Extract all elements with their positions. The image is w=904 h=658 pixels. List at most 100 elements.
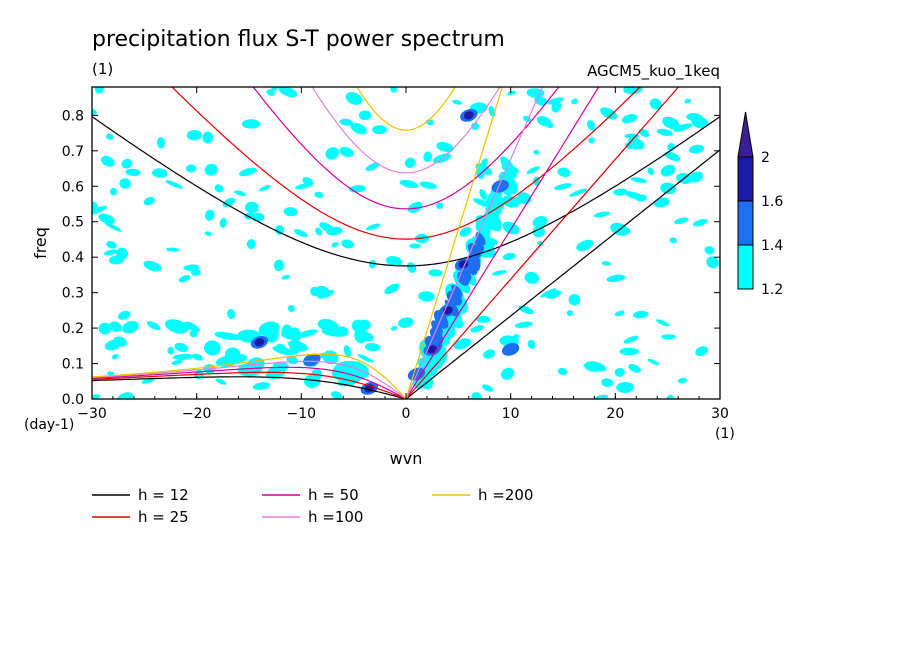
x-tick-label: 0 — [402, 406, 411, 422]
colorbar-label: 1.6 — [761, 194, 783, 210]
power-speckle — [518, 305, 534, 315]
power-speckle — [533, 149, 540, 155]
power-speckle — [614, 367, 625, 377]
power-speckle — [183, 264, 200, 271]
power-speckle — [357, 354, 374, 363]
power-speckle — [106, 240, 117, 249]
power-speckle — [653, 197, 670, 208]
power-speckle — [704, 246, 715, 255]
power-speckle — [669, 237, 678, 244]
power-speckle — [480, 158, 488, 169]
power-speckle — [385, 255, 403, 267]
x-axis: −30 −20 −10 0 10 20 30 — [77, 87, 729, 422]
power-speckle — [302, 177, 314, 186]
power-speckle — [117, 310, 131, 320]
power-speckle — [459, 227, 472, 237]
power-speckle — [141, 377, 155, 384]
power-speckle — [638, 128, 650, 138]
rossby-curve-h12 — [92, 376, 407, 399]
power-speckle — [614, 310, 625, 317]
power-speckle — [98, 213, 115, 225]
power-speckle — [692, 218, 708, 227]
power-region — [272, 361, 289, 372]
power-speckle — [350, 123, 367, 135]
power-speckle — [453, 338, 472, 350]
power-speckle — [166, 247, 180, 252]
kelvin-curve-h12 — [405, 149, 720, 399]
power-speckle — [399, 179, 419, 189]
x-tick-label: −20 — [182, 406, 212, 422]
kelvin-ridge-core — [474, 244, 485, 254]
legend-label: h =100 — [308, 508, 363, 526]
y-tick-label: 0.3 — [62, 286, 84, 302]
power-speckle — [341, 239, 354, 249]
power-speckle — [111, 353, 119, 360]
power-speckle — [219, 217, 227, 228]
power-speckle — [406, 262, 417, 273]
power-speckle — [588, 137, 595, 144]
power-speckle — [330, 391, 343, 399]
power-speckle — [586, 120, 596, 131]
power-speckle — [109, 321, 122, 332]
power-speckle — [482, 384, 494, 392]
power-speckle — [319, 222, 335, 234]
power-speckle — [252, 212, 265, 222]
y-tick-label: 0.1 — [62, 357, 84, 373]
kelvin-curve-h200 — [405, 87, 503, 399]
chart-title: precipitation flux S-T power spectrum — [92, 27, 505, 52]
x-unit-label: (1) — [715, 426, 735, 442]
power-speckle — [656, 319, 670, 327]
kelvin-ridge — [486, 199, 501, 214]
x-axis-label: wvn — [390, 449, 423, 468]
power-region — [296, 329, 318, 338]
chart-subtitle: (1) — [92, 60, 113, 78]
y-axis-label: freq — [31, 227, 50, 259]
power-speckle — [404, 157, 416, 168]
power-speckle — [104, 222, 122, 232]
rossby-curve-h25 — [92, 371, 407, 399]
power-speckle — [245, 201, 259, 214]
power-speckle — [409, 243, 421, 249]
power-speckle — [110, 187, 118, 196]
power-speckle — [190, 268, 201, 276]
power-speckle — [343, 345, 352, 357]
power-speckle — [630, 177, 647, 183]
power-speckle — [428, 269, 443, 277]
power-speckle — [94, 87, 104, 94]
power-speckle — [623, 87, 643, 95]
power-speckle — [246, 239, 256, 250]
kelvin-ridge — [475, 215, 492, 234]
power-speckle — [171, 359, 183, 365]
power-speckle — [113, 336, 127, 347]
power-speckle — [624, 133, 640, 139]
power-speckle — [364, 343, 381, 352]
power-speckle — [632, 310, 649, 319]
power-speckle — [436, 142, 454, 153]
power-speckle — [532, 226, 545, 238]
power-region — [164, 319, 189, 334]
x-tick-label: −30 — [77, 406, 107, 422]
power-speckle — [258, 185, 271, 192]
y-tick-label: 0.5 — [62, 215, 84, 231]
power-speckle — [204, 163, 218, 176]
power-speckle — [695, 346, 709, 356]
power-speckle — [345, 92, 363, 105]
power-speckle — [397, 317, 414, 328]
rossby-curve-h50 — [92, 366, 407, 399]
x-tick-label: 20 — [606, 406, 624, 422]
power-speckle — [252, 382, 271, 390]
power-speckle — [647, 358, 660, 366]
power-speckle — [146, 321, 161, 331]
power-speckle — [656, 128, 673, 136]
power-speckle — [473, 198, 490, 208]
power-speckle — [686, 113, 704, 122]
power-speckle — [310, 286, 319, 297]
power-region — [321, 327, 349, 337]
power-speckle — [527, 339, 536, 349]
power-speckle — [623, 335, 639, 344]
power-speckle — [178, 275, 191, 283]
colorbar: 2 1.6 1.4 1.2 — [737, 111, 783, 298]
power-speckle — [524, 271, 540, 284]
power-speckle — [471, 122, 480, 131]
power-speckle — [688, 144, 704, 154]
